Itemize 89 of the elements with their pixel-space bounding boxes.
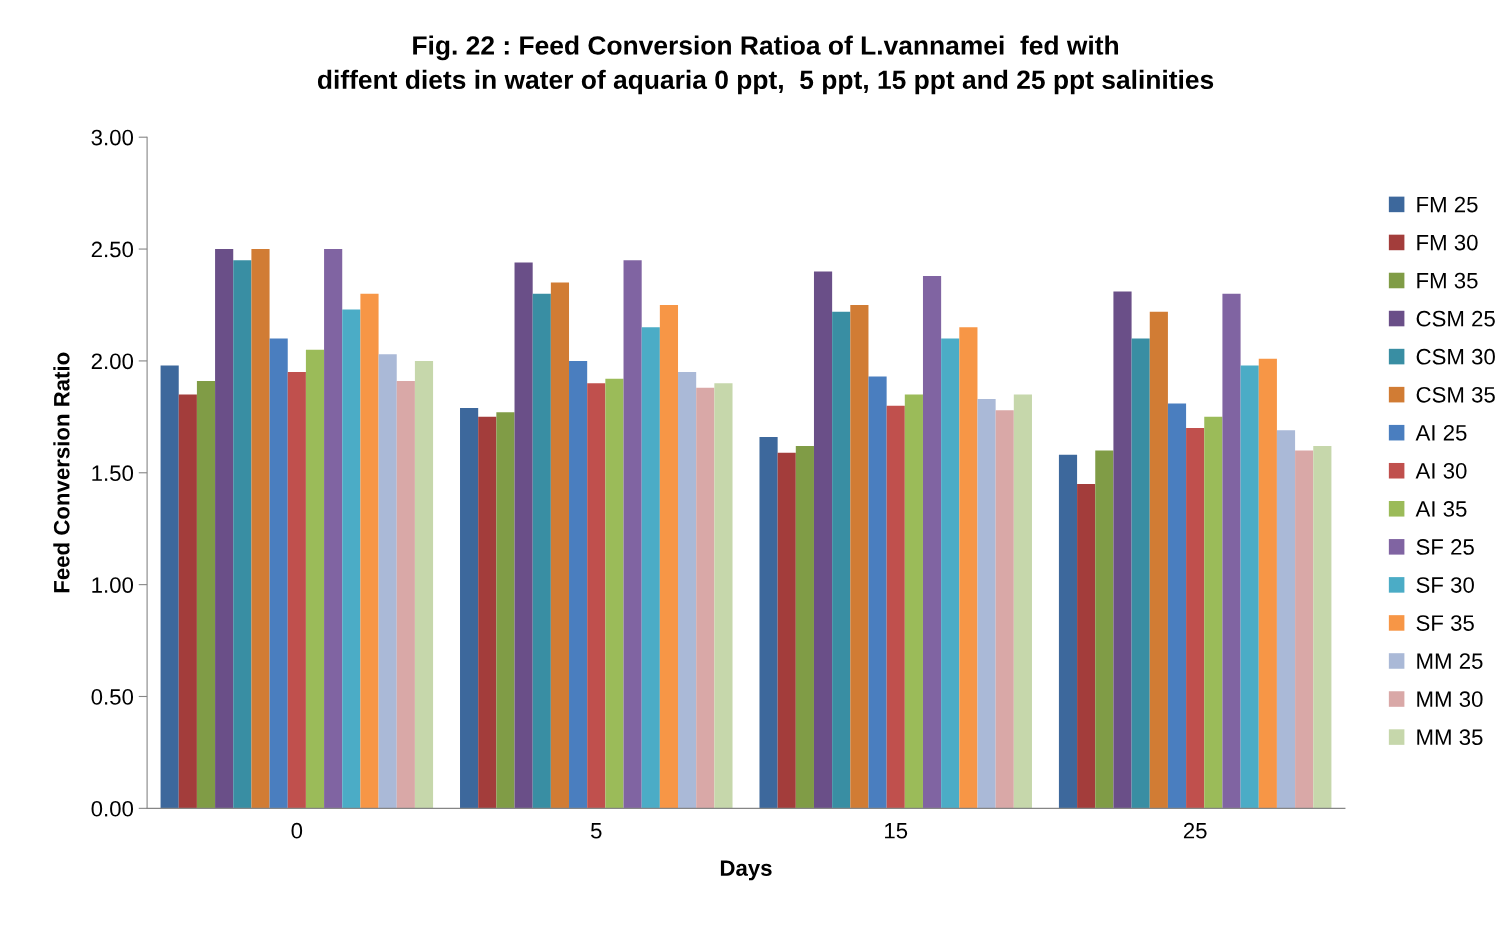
- bar: [1095, 450, 1114, 809]
- bar: [1167, 403, 1187, 809]
- x-tick-label: 25: [1183, 822, 1207, 839]
- bar: [378, 354, 397, 809]
- bar: [759, 436, 778, 809]
- y-tick-label: 0.50: [91, 689, 134, 705]
- bar: [478, 416, 497, 809]
- bar: [641, 327, 660, 809]
- legend-label: MM 35: [1417, 729, 1483, 746]
- bar: [342, 309, 361, 809]
- bar: [977, 398, 996, 809]
- bar: [324, 249, 343, 809]
- legend-label: FM 30: [1417, 234, 1478, 251]
- bar: [605, 378, 624, 809]
- x-tick-label: 5: [590, 823, 602, 839]
- bar: [1077, 483, 1096, 809]
- bar: [460, 407, 479, 809]
- y-tick-label: 3.00: [91, 129, 134, 146]
- bar: [850, 304, 869, 809]
- bar: [832, 311, 851, 809]
- bar: [922, 275, 942, 809]
- bar: [659, 304, 679, 809]
- bar: [813, 271, 833, 809]
- legend-label: AI 35: [1415, 501, 1467, 517]
- y-tick-label: 2.50: [91, 241, 134, 258]
- legend-label: SF 30: [1416, 577, 1474, 593]
- y-axis-title: Feed Conversion Ratio: [53, 352, 70, 593]
- bar: [496, 412, 515, 809]
- bar: [886, 405, 905, 809]
- bar: [233, 260, 252, 809]
- bar: [287, 372, 306, 809]
- legend-label: AI 25: [1415, 424, 1467, 441]
- legend-label: MM 30: [1417, 691, 1483, 708]
- bar: [1222, 293, 1241, 809]
- bar: [1149, 311, 1168, 809]
- legend-label: CSM 30: [1416, 348, 1495, 365]
- bar: [1186, 428, 1205, 809]
- bar: [587, 383, 606, 809]
- y-tick-label: 2.00: [91, 353, 134, 370]
- bar: [532, 293, 551, 809]
- bar: [160, 365, 179, 809]
- bar: [414, 360, 434, 809]
- legend-label: FM 25: [1417, 196, 1478, 213]
- y-tick-label: 1.00: [92, 577, 134, 593]
- bar: [1240, 365, 1259, 809]
- legend-label: FM 35: [1417, 272, 1478, 289]
- bar: [215, 249, 234, 809]
- bar: [1204, 416, 1223, 809]
- x-axis-title: Days: [720, 860, 772, 881]
- legend-label: SF 35: [1416, 615, 1474, 631]
- bar: [251, 249, 270, 809]
- bar: [959, 327, 978, 809]
- bar: [1276, 430, 1296, 809]
- bar: [550, 282, 570, 809]
- bar: [795, 445, 814, 809]
- bar: [178, 394, 197, 809]
- bar: [514, 262, 533, 809]
- y-tick-label: 1.50: [92, 465, 134, 482]
- y-tick-label: 0.00: [91, 800, 134, 817]
- bar: [1295, 450, 1314, 809]
- bar: [941, 338, 960, 809]
- bar: [305, 349, 325, 809]
- bar: [196, 381, 216, 809]
- bar: [569, 360, 588, 809]
- x-tick-label: 15: [885, 823, 908, 839]
- bar: [396, 381, 415, 809]
- bar: [1313, 445, 1332, 809]
- chart-title: Fig. 22 : Feed Conversion Ratioa of L.vannamei fed with diffent diets in water of aquaria 0 ppt, 5 ppt, 15 ppt and 25 ppt salinities: [317, 35, 1214, 95]
- bar: [868, 376, 887, 809]
- bar: [1131, 338, 1150, 809]
- bar: [714, 383, 733, 809]
- bar: [1058, 454, 1078, 809]
- bar: [678, 372, 697, 809]
- legend-label: CSM 25: [1416, 310, 1495, 327]
- bar: [904, 394, 923, 809]
- bar: [995, 410, 1014, 809]
- bar: [1013, 394, 1032, 809]
- legend-label: CSM 35: [1416, 386, 1495, 403]
- legend-label: AI 30: [1415, 463, 1467, 479]
- bar: [1258, 358, 1277, 809]
- bar: [696, 387, 715, 809]
- legend-label: MM 25: [1417, 653, 1483, 669]
- x-tick-label: 0: [291, 822, 303, 839]
- bar: [269, 338, 288, 809]
- legend-label: SF 25: [1416, 539, 1474, 555]
- bar: [623, 260, 642, 809]
- bar: [777, 452, 796, 809]
- bar: [360, 293, 379, 809]
- bar: [1113, 291, 1132, 809]
